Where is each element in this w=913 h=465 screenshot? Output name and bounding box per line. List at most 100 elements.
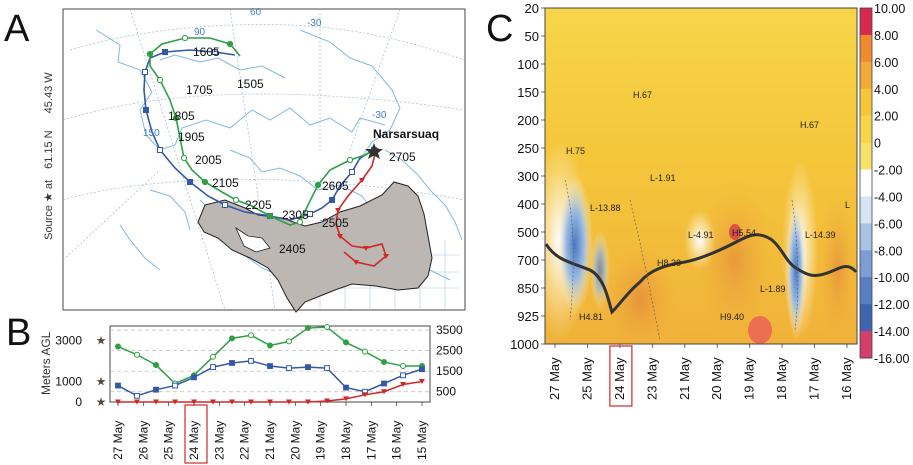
trajectory-label-2605: 2605 — [322, 179, 349, 193]
red-trajectory-point — [353, 260, 359, 265]
red-series-point — [400, 382, 406, 388]
green-trajectory-point — [146, 50, 154, 58]
panel-c-y-tick-50: 50 — [525, 29, 539, 44]
green-trajectory-line — [149, 37, 375, 226]
blue-series-point — [419, 366, 425, 373]
colorbar-tick-8.00: 8.00 — [874, 29, 898, 43]
panel-c-x-tick-label: 27 May — [547, 357, 562, 400]
red-series-point — [229, 399, 235, 405]
heatmap-label: H9.40 — [720, 312, 744, 322]
panel-b-left-tick-0: 0 — [75, 395, 82, 409]
panel-c-x-tick-label: 23 May — [644, 357, 659, 400]
green-trajectory-point — [181, 34, 189, 42]
panel-c-x-tick-label: 24 May — [612, 357, 627, 400]
colorbar-tick--8.00: -8.00 — [874, 244, 903, 258]
green-series-point — [343, 339, 349, 346]
blue-series-point — [210, 364, 216, 370]
blue-trajectory-point — [142, 69, 148, 75]
colorbar-tick-10.00: 10.00 — [874, 2, 905, 16]
source-lat-lon-label: Source ★ at 61.15 N 45.43 W — [43, 72, 55, 240]
heatmap-label: H.67 — [800, 120, 819, 130]
colorbar-segment — [860, 277, 872, 305]
panel-c-y-tick-300: 300 — [517, 169, 539, 184]
grid-label-minus30-right: -30 — [372, 110, 387, 121]
colorbar-tick-2.00: 2.00 — [874, 110, 898, 124]
panel-b-x-tick-label: 17 May — [364, 421, 378, 460]
green-trajectory-point — [226, 40, 234, 48]
colorbar-frame — [859, 7, 873, 359]
colorbar-tick--14.00: -14.00 — [874, 325, 909, 339]
red-series-point — [419, 378, 425, 384]
red-series-point — [286, 399, 292, 405]
panel-b-right-tick-2500: 2500 — [436, 344, 463, 358]
blue-trajectory-point — [162, 49, 168, 55]
source-star — [365, 143, 383, 159]
heatmap-label: L-14.39 — [805, 230, 836, 240]
green-trajectory-point — [346, 156, 354, 164]
red-series-point — [134, 399, 140, 405]
panel-b-x-tick-label: 25 May — [162, 421, 176, 460]
heatmap-label: L-13.88 — [590, 203, 621, 213]
panel-b-source-star: ★ — [96, 374, 107, 388]
red-trajectory-line — [335, 149, 387, 267]
panel-b-right-tick-1500: 1500 — [436, 364, 463, 378]
blue-trajectory-point — [157, 147, 163, 153]
panel-c-y-tick-100: 100 — [517, 57, 539, 72]
panel-c-y-tick-925: 925 — [517, 309, 539, 324]
green-series-point — [286, 338, 292, 345]
panel-c-letter: C — [486, 8, 514, 50]
colorbar-segment — [860, 169, 872, 197]
colorbar-segment — [860, 34, 872, 63]
panel-b-letter: B — [6, 312, 32, 354]
trajectory-label-1505: 1505 — [237, 77, 264, 91]
trajectory-label-2105: 2105 — [212, 176, 239, 190]
panel-c-x-tick-label: 20 May — [709, 357, 724, 400]
colorbar-tick--6.00: -6.00 — [874, 217, 903, 231]
panel-c-x-tick-label: 19 May — [742, 357, 757, 400]
panel-c-x-tick-label: 25 May — [579, 357, 594, 400]
blue-series-point — [343, 384, 349, 391]
green-series-point — [305, 325, 311, 332]
red-trajectory-point — [335, 208, 341, 213]
site-label: Narsarsuaq — [373, 127, 439, 141]
green-trajectory-point — [266, 212, 274, 220]
red-series-point — [248, 399, 254, 405]
panel-c-y-tick-400: 400 — [517, 197, 539, 212]
boundary-layer-line — [544, 233, 858, 315]
heatmap-label: L — [845, 200, 850, 210]
panel-b-left-tick-3000: 3000 — [55, 333, 82, 347]
heatmap-label: L-4.91 — [688, 230, 714, 240]
blue-series-point — [134, 392, 140, 399]
red-series-point — [343, 396, 349, 402]
heatmap-anomalies — [545, 140, 857, 344]
red-series-point — [210, 399, 216, 405]
blue-series-point — [286, 365, 292, 372]
colorbar-tick-6.00: 6.00 — [874, 56, 898, 70]
colorbar-tick--2.00: -2.00 — [874, 164, 903, 178]
heatmap-label: H.75 — [566, 146, 585, 156]
heatmap-label: H4.81 — [579, 312, 603, 322]
colorbar-segment — [860, 8, 872, 36]
colorbar-tick--12.00: -12.00 — [874, 298, 909, 312]
panel-b-x-tick-label: 15 May — [415, 421, 429, 460]
trajectory-label-1705: 1705 — [186, 83, 213, 97]
colorbar-segment — [860, 250, 872, 278]
trajectory-label-1805: 1805 — [168, 109, 195, 123]
heatmap-label: H5.54 — [732, 228, 756, 238]
green-series-point — [153, 362, 159, 369]
blue-series-point — [115, 382, 121, 389]
red-series-point — [362, 392, 368, 398]
green-series-point — [248, 332, 254, 339]
trajectory-label-1605: 1605 — [193, 45, 220, 59]
blue-trajectory-point — [349, 169, 355, 175]
panel-c-y-tick-200: 200 — [517, 113, 539, 128]
panel-c-y-tick-700: 700 — [517, 253, 539, 268]
panel-c-y-tick-1000: 1000 — [510, 337, 539, 352]
blue-series-point — [324, 365, 330, 372]
green-trajectory-point — [314, 181, 322, 189]
panel-b-x-tick-label: 23 May — [212, 421, 226, 460]
panel-b-right-tick-500: 500 — [436, 385, 456, 399]
panel-c-y-tick-250: 250 — [517, 141, 539, 156]
